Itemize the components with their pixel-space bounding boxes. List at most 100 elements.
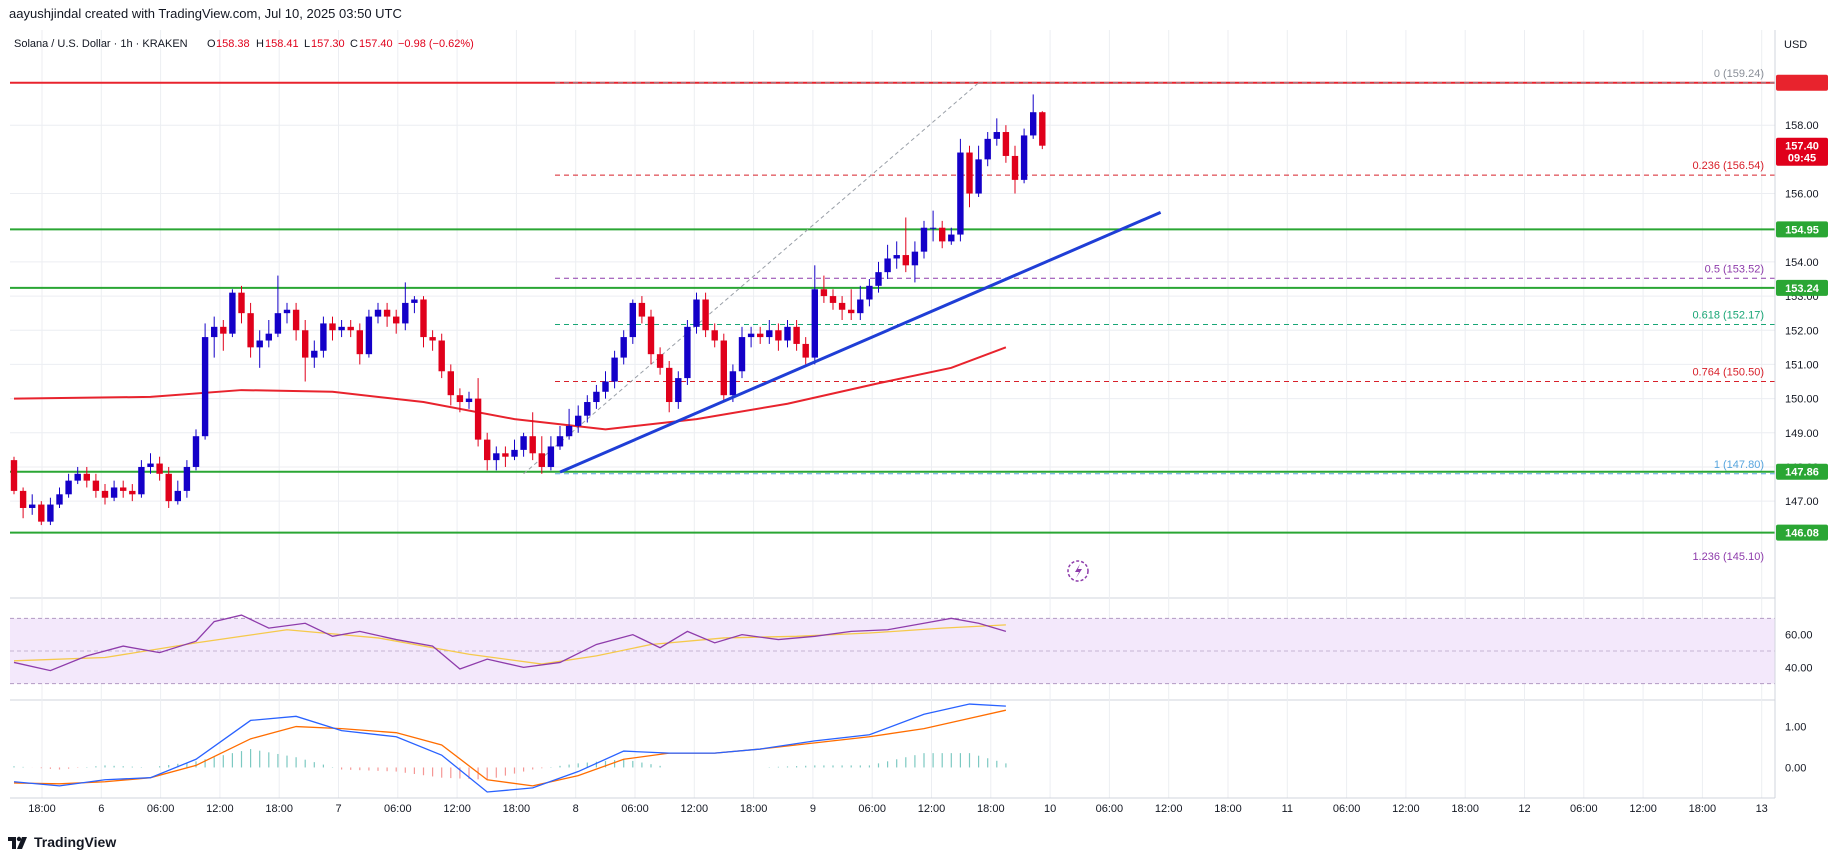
legend: Solana / U.S. Dollar · 1h · KRAKEN O 158… [14,38,474,50]
candle-body [556,436,564,447]
tradingview-logo[interactable]: TradingView [8,834,116,850]
price-tag-box [1776,524,1828,541]
candle-body [356,330,363,355]
rsi-tick-label: 40.00 [1785,662,1813,674]
x-tick-label: 7 [335,803,341,815]
candle-body [65,480,72,495]
x-tick-label: 13 [1756,803,1768,815]
candle-body [875,272,882,286]
candle-body [311,350,318,358]
currency-label[interactable]: USD [1784,39,1807,51]
macd-pane: 1.00 0.00 [13,703,1806,793]
x-tick-label: 12:00 [1629,803,1657,815]
legend-low: 157.30 [311,38,345,50]
candle-body [110,487,118,498]
fib-level-label: 0.236 (156.54) [1692,160,1764,172]
candle-body [220,326,227,334]
candle-body [993,132,1000,139]
x-tick-label: 12:00 [918,803,946,815]
candle-body [19,490,27,508]
price-tag-label: 157.40 [1785,141,1819,153]
chart-credit: aayushjindal created with TradingView.co… [9,6,402,21]
candle-body [10,460,18,491]
candle-body [920,227,928,252]
candle-body [966,152,973,194]
candle-body [775,330,782,341]
candlesticks [10,94,1046,526]
candle-body [192,436,200,467]
price-tag-box [1776,463,1828,480]
rsi-line [13,614,1007,672]
price-tag-box [1776,279,1828,296]
candle-body [147,463,154,467]
candle-body [383,309,391,317]
rsi-ma-line [13,624,1006,665]
candle-body [1030,112,1037,136]
candle-body [56,494,63,505]
x-tick-label: 06:00 [858,803,886,815]
horizontal-levels [10,81,1775,534]
candle-body [575,415,582,426]
x-tick-label: 18:00 [1214,803,1242,815]
price-tag-label: 154.95 [1785,224,1819,236]
candle-body [802,343,809,358]
x-tick-label: 12:00 [1392,803,1420,815]
candle-body [747,333,755,338]
candle-body [83,473,90,481]
candle-body [929,227,937,229]
x-tick-label: 06:00 [1570,803,1598,815]
y-tick-label: 158.00 [1785,120,1819,132]
candle-body [948,234,955,242]
fib-level-label: 0.5 (153.52) [1705,263,1764,275]
candle-body [101,490,109,498]
candle-body [811,289,818,358]
candle-body [738,337,746,372]
candle-body [1002,132,1010,156]
candle-body [693,299,700,327]
candle-body [620,337,627,358]
candle-body [729,371,737,396]
candle-body [256,340,263,348]
alert-icon[interactable] [1067,560,1089,582]
candle-body [939,227,946,242]
x-tick-label: 18:00 [1689,803,1717,815]
candle-body [238,292,245,314]
x-tick-label: 12 [1518,803,1530,815]
fibonacci-retracement: 0 (159.24) 0.236 (156.54) 0.5 (153.52) 0.61… [523,68,1775,563]
candle-body [538,453,545,467]
price-tag-countdown: 09:45 [1788,153,1816,165]
candle-body [675,378,682,403]
candle-body [402,302,409,324]
y-tick-label: 151.00 [1785,359,1819,371]
x-tick-label: 06:00 [1333,803,1361,815]
x-tick-label: 8 [573,803,579,815]
candle-body [165,473,172,502]
candle-body [647,316,655,355]
candle-body [975,159,982,194]
fib-level-label: 0 (159.24) [1714,68,1764,80]
candle-body [820,289,828,297]
candle-body [465,398,473,403]
x-tick-label: 12:00 [1155,803,1183,815]
candle-body [611,357,618,382]
candle-body [156,463,163,474]
candle-body [902,255,909,266]
candle-body [593,391,600,403]
candle-body [829,296,837,303]
legend-change: −0.98 (−0.62%) [398,38,474,50]
candle-body [656,354,664,368]
candle-body [866,285,873,300]
fib-diagonal [523,82,979,475]
candle-body [893,255,900,259]
legend-close-label: C [350,38,358,50]
fib-level-label: 0.764 (150.50) [1692,367,1764,379]
candle-body [393,316,400,324]
price-tag-label: 153.24 [1785,283,1820,295]
sma-line [13,346,1007,431]
rsi-tick-label: 60.00 [1785,630,1813,642]
x-tick-label: 6 [98,803,104,815]
candle-body [320,323,327,351]
price-tag-label: 147.86 [1785,467,1819,479]
